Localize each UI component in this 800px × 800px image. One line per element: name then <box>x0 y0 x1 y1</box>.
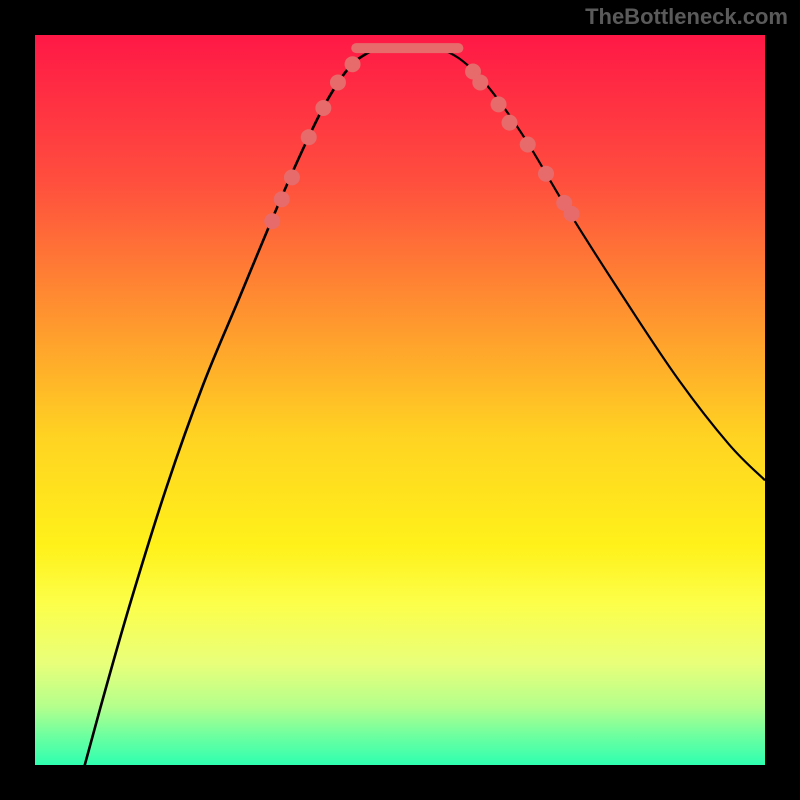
marker-dot <box>520 137 536 153</box>
marker-dot <box>538 166 554 182</box>
marker-dot <box>274 191 290 207</box>
chart-background <box>35 35 765 765</box>
chart-svg <box>35 35 765 765</box>
marker-dot <box>345 56 361 72</box>
chart-plot-area <box>35 35 765 765</box>
marker-dot <box>264 213 280 229</box>
marker-dot <box>315 100 331 116</box>
marker-dot <box>502 115 518 131</box>
marker-dot <box>301 129 317 145</box>
marker-dot <box>491 96 507 112</box>
marker-dot <box>330 74 346 90</box>
marker-dot <box>284 169 300 185</box>
marker-dot <box>472 74 488 90</box>
marker-dot <box>564 206 580 222</box>
watermark-text: TheBottleneck.com <box>585 4 788 30</box>
